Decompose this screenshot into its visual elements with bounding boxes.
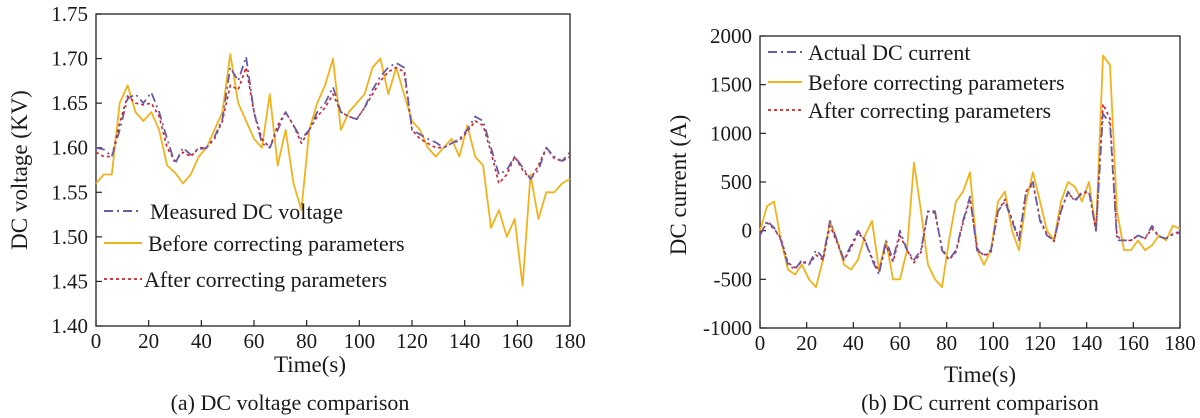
series-group-b [759, 54, 1181, 289]
x-tick-label-a: 0 [91, 329, 102, 353]
y-ticks-a: 1.40 1.45 1.50 1.55 1.60 1.65 1.70 1.75 [51, 2, 102, 338]
y-axis-label-b: DC current (A) [666, 115, 691, 256]
x-tick-label-b: 160 [1118, 331, 1150, 355]
y-tick-label-b: 1000 [710, 121, 752, 145]
x-tick-label-a: 60 [244, 329, 265, 353]
x-tick-label-a: 160 [502, 329, 534, 353]
x-tick-label-b: 180 [1164, 331, 1196, 355]
caption-a: (a) DC voltage comparison [171, 390, 410, 415]
legend-b: Actual DC current Before correcting para… [768, 40, 1065, 123]
chart-current: -1000 -500 0 500 1000 1500 2000 0 20 40 60 80 100 12… [666, 24, 1196, 415]
series-line-measured-b [759, 113, 1181, 276]
x-tick-label-b: 60 [890, 331, 911, 355]
x-tick-label-a: 120 [396, 329, 428, 353]
y-tick-label-a: 1.70 [51, 47, 88, 71]
y-tick-label-a: 1.65 [51, 91, 88, 115]
y-tick-label-b: 500 [721, 170, 753, 194]
x-ticks-a: 0 20 40 60 80 100 120 140 160 180 [91, 320, 586, 353]
x-tick-label-b: 100 [978, 331, 1010, 355]
x-tick-label-a: 180 [554, 329, 586, 353]
x-tick-label-a: 140 [449, 329, 481, 353]
x-ticks-b: 0 20 40 60 80 100 120 140 160 180 [755, 322, 1196, 355]
x-tick-label-b: 0 [755, 331, 766, 355]
y-tick-label-b: 1500 [710, 73, 752, 97]
series-line-before-a [95, 53, 571, 287]
y-tick-label-a: 1.40 [51, 314, 88, 338]
y-tick-label-a: 1.75 [51, 2, 88, 26]
x-tick-label-a: 100 [344, 329, 376, 353]
x-tick-label-b: 80 [936, 331, 957, 355]
x-axis-label-b: Time(s) [944, 362, 1016, 387]
caption-b: (b) DC current comparison [861, 390, 1099, 415]
y-tick-label-a: 1.50 [51, 225, 88, 249]
x-tick-label-b: 40 [843, 331, 864, 355]
legend-label-after-a: After correcting parameters [144, 267, 387, 292]
x-tick-label-b: 140 [1071, 331, 1103, 355]
y-tick-label-b: -1000 [703, 316, 752, 340]
series-group-a [95, 53, 571, 287]
chart-voltage: 1.40 1.45 1.50 1.55 1.60 1.65 1.70 1.75 0 20 40 60… [7, 2, 586, 415]
x-tick-label-a: 80 [296, 329, 317, 353]
y-ticks-b: -1000 -500 0 500 1000 1500 2000 [703, 24, 766, 340]
y-tick-label-b: -500 [714, 267, 753, 291]
y-tick-label-a: 1.55 [51, 180, 88, 204]
x-tick-label-b: 20 [796, 331, 817, 355]
x-tick-label-a: 20 [138, 329, 159, 353]
legend-a: Measured DC voltage Before correcting pa… [104, 199, 405, 292]
legend-label-measured-a: Measured DC voltage [150, 199, 343, 224]
y-axis-label-a: DC voltage (KV) [7, 90, 32, 250]
y-tick-label-a: 1.45 [51, 269, 88, 293]
legend-label-measured-b: Actual DC current [808, 40, 971, 65]
x-tick-label-b: 120 [1024, 331, 1056, 355]
x-tick-label-a: 40 [191, 329, 212, 353]
y-tick-label-b: 0 [742, 219, 753, 243]
series-line-after-b [759, 103, 1181, 273]
y-tick-label-a: 1.60 [51, 136, 88, 160]
y-tick-label-b: 2000 [710, 24, 752, 48]
plot-frame-a [95, 13, 571, 327]
legend-label-before-a: Before correcting parameters [148, 231, 405, 256]
series-line-measured-a [95, 55, 571, 180]
legend-label-after-b: After correcting parameters [808, 98, 1051, 123]
legend-label-before-b: Before correcting parameters [808, 70, 1065, 95]
x-axis-label-a: Time(s) [274, 352, 346, 377]
